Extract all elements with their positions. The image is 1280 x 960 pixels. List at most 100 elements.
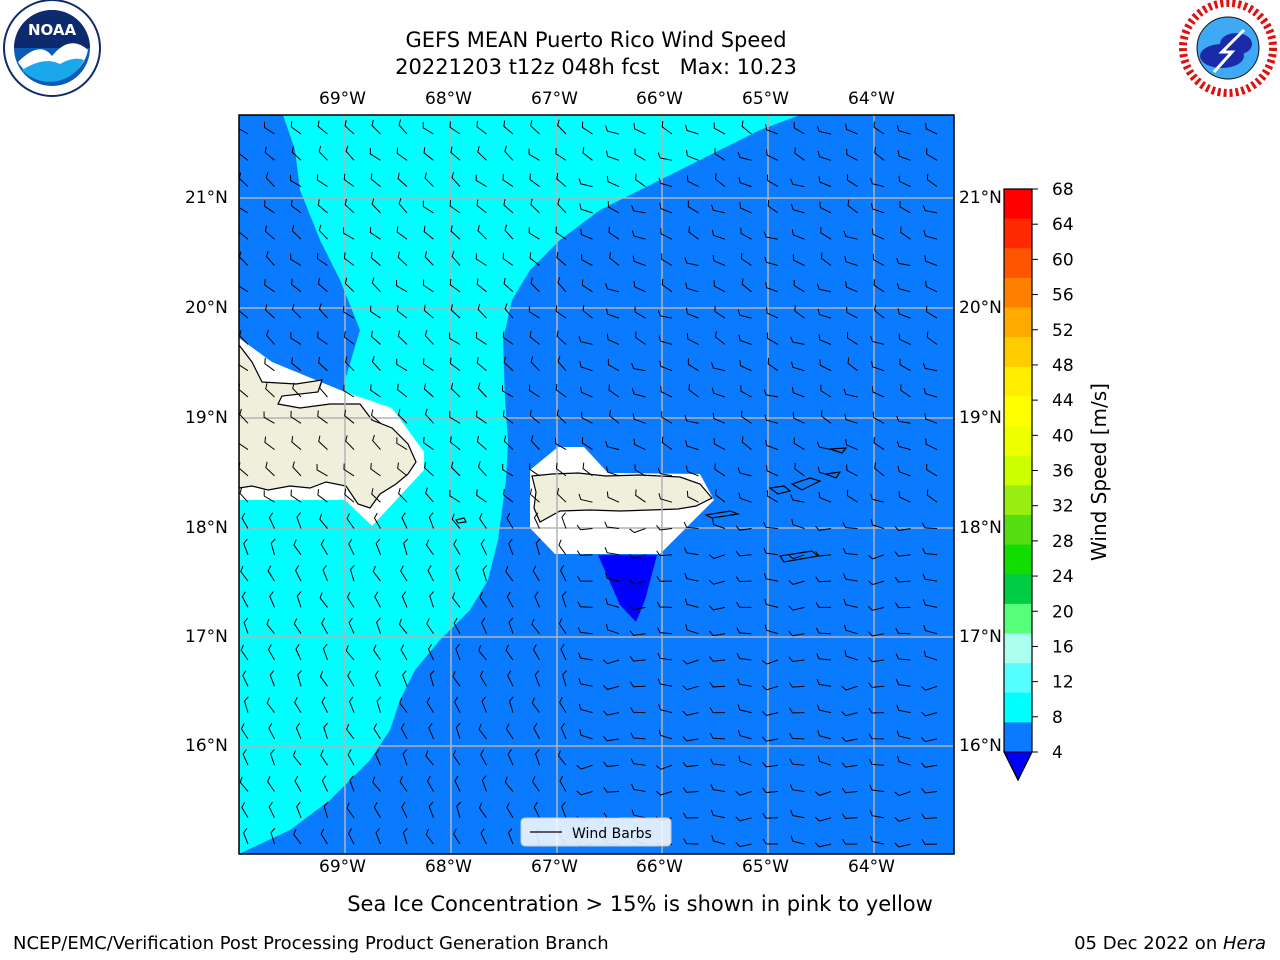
wind-barb bbox=[427, 565, 434, 582]
colorbar-tick-label: 32 bbox=[1052, 497, 1074, 517]
wind-barb bbox=[737, 678, 752, 687]
legend-label: Wind Barbs bbox=[572, 826, 652, 842]
lat-right-20: 20°N bbox=[959, 298, 1002, 318]
wind-barb bbox=[605, 150, 620, 161]
wind-barb bbox=[873, 121, 885, 135]
wind-barb bbox=[268, 512, 275, 529]
wind-barb bbox=[687, 200, 699, 214]
colorbar-tick-label: 68 bbox=[1052, 180, 1074, 200]
wind-barb bbox=[605, 598, 620, 608]
wind-barb bbox=[607, 359, 620, 372]
wind-barb bbox=[290, 410, 302, 424]
wind-barb bbox=[294, 565, 302, 582]
colorbar: 68 64 60 56 52 48 44 40 36 32 28 24 20 16 12 8 4 bbox=[1003, 180, 1074, 782]
wind-barb bbox=[316, 464, 328, 477]
wind-barb bbox=[895, 679, 911, 687]
wind-barb bbox=[867, 605, 885, 611]
wind-barb bbox=[867, 631, 885, 637]
wind-barb bbox=[241, 512, 249, 529]
wind-barb bbox=[709, 681, 726, 688]
wind-barb bbox=[767, 490, 779, 503]
wind-barb bbox=[660, 228, 673, 240]
wind-barb bbox=[894, 525, 911, 532]
wind-barb bbox=[429, 591, 434, 608]
wind-barb bbox=[291, 436, 302, 450]
wind-barb bbox=[533, 801, 540, 819]
colorbar-tick-label: 56 bbox=[1052, 286, 1074, 306]
wind-barb bbox=[578, 652, 593, 661]
wind-barb bbox=[291, 357, 302, 372]
wind-barb bbox=[508, 538, 514, 555]
wind-barb bbox=[317, 331, 328, 345]
wind-barb bbox=[296, 801, 302, 818]
wind-barb bbox=[528, 384, 540, 398]
wind-barb bbox=[870, 493, 885, 503]
wind-barb bbox=[631, 783, 646, 792]
wind-barb bbox=[604, 521, 620, 529]
wind-barb bbox=[475, 332, 487, 345]
wind-barb bbox=[556, 488, 567, 503]
wind-barb bbox=[629, 681, 646, 688]
wind-barb bbox=[790, 178, 805, 188]
wind-barb bbox=[815, 576, 832, 583]
wind-barb bbox=[241, 591, 249, 608]
wind-barb bbox=[711, 518, 726, 529]
chart-subtitle: 20221203 t12z 048h fcst Max: 10.23 bbox=[395, 55, 797, 79]
footer-right: 05 Dec 2022 on Hera bbox=[1074, 933, 1266, 955]
wind-barb bbox=[820, 227, 832, 240]
wind-barb bbox=[791, 386, 805, 398]
wind-barb bbox=[920, 711, 938, 717]
wind-barb bbox=[291, 303, 302, 319]
wind-barb bbox=[346, 723, 355, 740]
wind-barb bbox=[371, 277, 381, 293]
wind-barb bbox=[268, 801, 275, 819]
wind-barb bbox=[711, 204, 726, 214]
wind-barb bbox=[897, 755, 911, 766]
wind-barb bbox=[449, 121, 461, 135]
wind-barb bbox=[424, 251, 434, 266]
wind-barb bbox=[424, 172, 434, 187]
wind-barb bbox=[578, 703, 593, 714]
wind-barb bbox=[374, 591, 381, 608]
wind-barb bbox=[606, 175, 620, 188]
colorbar-tick-label: 16 bbox=[1052, 637, 1074, 657]
wind-barb bbox=[688, 226, 699, 240]
wind-barb bbox=[894, 551, 911, 557]
wind-barb bbox=[657, 627, 673, 635]
wind-barb bbox=[502, 385, 514, 398]
wind-barb bbox=[605, 308, 620, 319]
wind-barb bbox=[265, 172, 275, 187]
wind-barb bbox=[556, 330, 567, 345]
wind-barb bbox=[711, 835, 726, 845]
wind-barb bbox=[710, 784, 726, 792]
wind-barb bbox=[528, 148, 540, 161]
wind-barb bbox=[503, 356, 514, 372]
wind-barb bbox=[897, 465, 911, 477]
wind-barb bbox=[682, 659, 699, 665]
wind-barb bbox=[846, 306, 858, 319]
lat-left-21: 21°N bbox=[185, 188, 228, 208]
wind-barb bbox=[922, 204, 938, 214]
wind-barb bbox=[423, 436, 434, 451]
wind-barb bbox=[715, 488, 726, 503]
wind-barb bbox=[794, 462, 805, 477]
wind-barb bbox=[820, 384, 832, 398]
wind-barb bbox=[557, 355, 567, 372]
wind-barb bbox=[320, 539, 328, 556]
wind-barb bbox=[713, 280, 726, 293]
wind-barb bbox=[874, 304, 885, 319]
wind-barb bbox=[450, 436, 461, 450]
wind-barb bbox=[603, 761, 620, 767]
wind-barb bbox=[844, 413, 858, 424]
wind-barb bbox=[630, 758, 646, 766]
noaa-logo-text: NOAA bbox=[28, 21, 77, 39]
wind-barb bbox=[631, 205, 646, 214]
wind-barb bbox=[318, 145, 328, 161]
wind-barb bbox=[371, 119, 381, 135]
wind-barb bbox=[558, 618, 567, 634]
wind-barb bbox=[656, 576, 673, 582]
wind-barb bbox=[579, 729, 593, 740]
wind-barb bbox=[788, 707, 805, 714]
wind-barb bbox=[657, 152, 673, 161]
wind-barb bbox=[605, 125, 620, 135]
